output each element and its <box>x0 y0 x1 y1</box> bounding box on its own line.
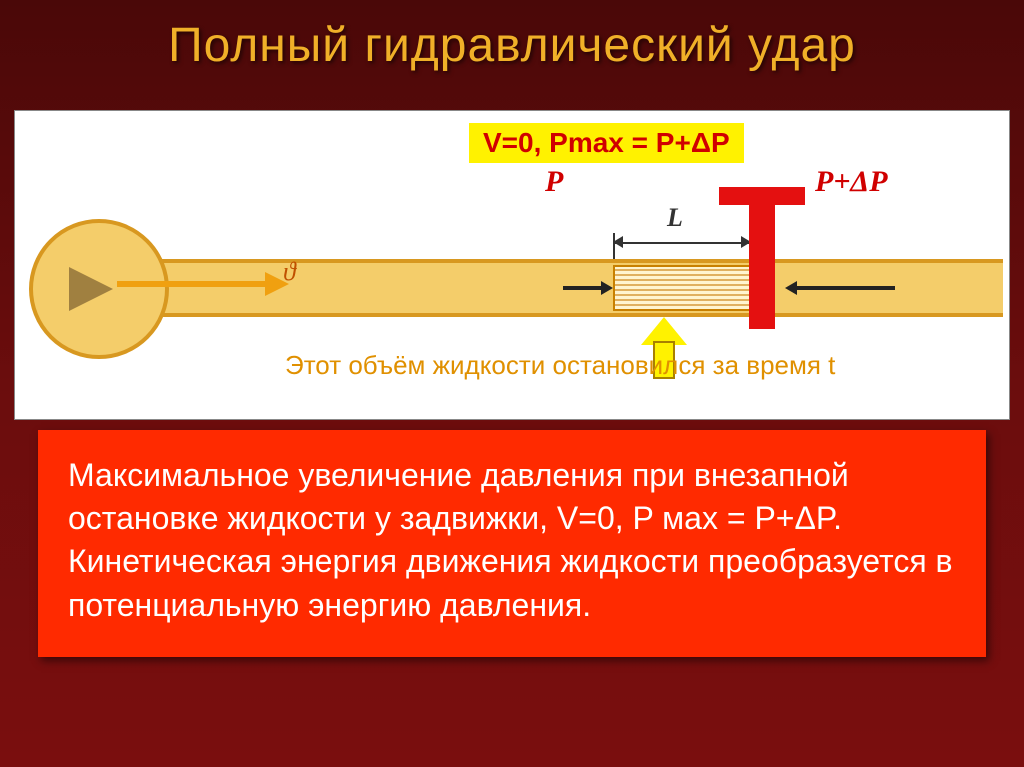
valve-stem <box>749 191 775 329</box>
dimension-L <box>613 233 751 253</box>
label-p-right: P+ΔP <box>815 165 888 199</box>
pressure-arrow-left-icon <box>795 286 895 290</box>
diagram-caption: Этот объём жидкости остановился за время… <box>285 349 835 382</box>
valve-cap <box>719 187 805 205</box>
explanation-textbox: Максимальное увеличение давления при вне… <box>38 430 986 657</box>
diagram-panel: V=0, Pmax = P+ΔP P P+ΔP L ϑ Этот объём ж… <box>14 110 1010 420</box>
label-p-left: P <box>545 165 563 199</box>
formula-highlight: V=0, Pmax = P+ΔP <box>469 123 744 163</box>
compressed-region <box>613 265 751 311</box>
label-L: L <box>667 203 683 233</box>
flow-arrow-right-icon <box>563 286 603 290</box>
slide-title: Полный гидравлический удар <box>0 18 1024 73</box>
inlet-triangle-icon <box>69 267 113 311</box>
velocity-arrow-icon <box>117 281 267 287</box>
velocity-symbol: ϑ <box>283 257 296 287</box>
